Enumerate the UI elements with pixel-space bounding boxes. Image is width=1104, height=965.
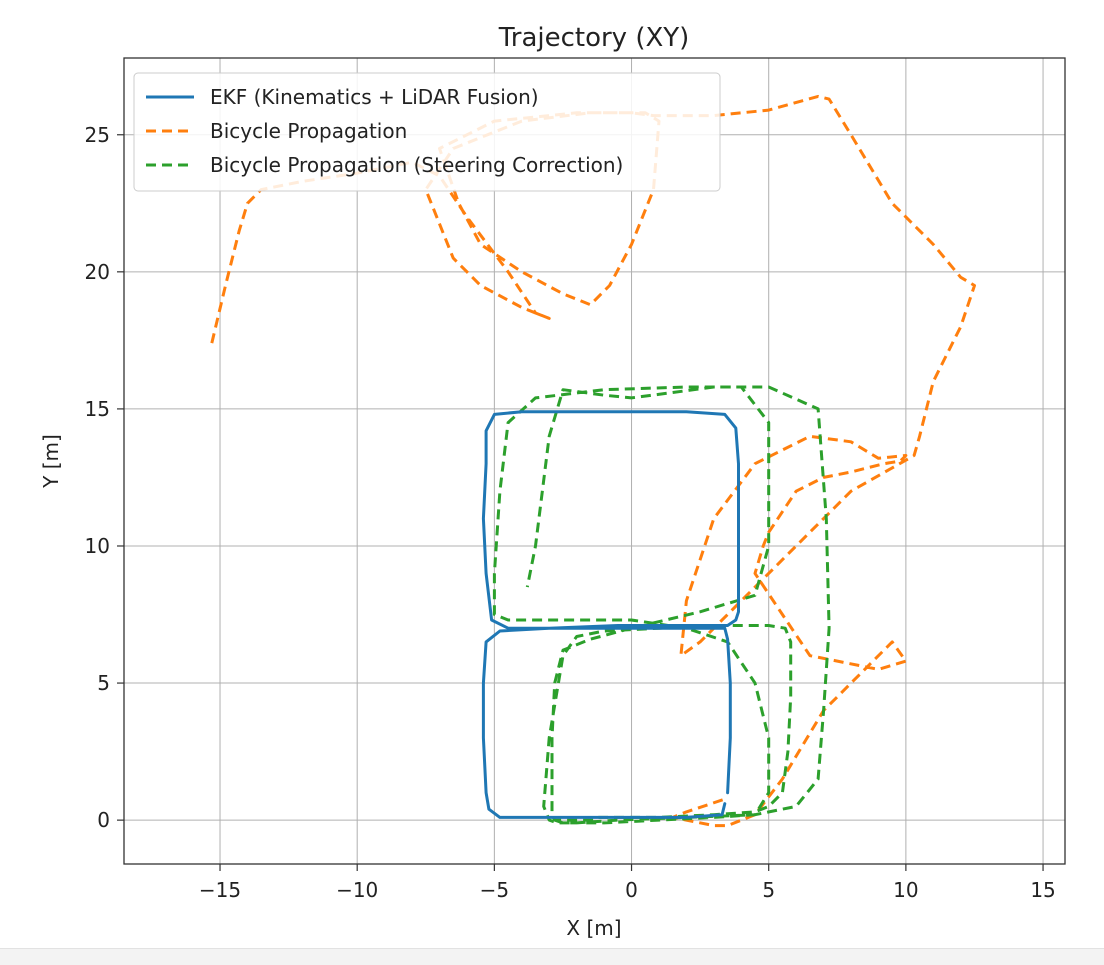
x-tick-label: −15 (199, 878, 241, 902)
axes-frame (123, 57, 1066, 865)
x-axis-label: X [m] (566, 916, 621, 940)
window-bottom-band (0, 948, 1104, 965)
x-tick-label: 5 (762, 878, 775, 902)
y-tick-label: 15 (85, 397, 110, 421)
plot-series (210, 94, 976, 828)
y-tick-label: 0 (97, 808, 110, 832)
y-tick-label: 20 (85, 260, 110, 284)
series-ekf-line (481, 410, 740, 819)
legend-label-steering: Bicycle Propagation (Steering Correction… (210, 153, 623, 177)
x-tick-label: 10 (893, 878, 918, 902)
legend-box (133, 72, 721, 192)
y-tick-label: 25 (85, 123, 110, 147)
axis-ticks: −15 −10 −5 0 5 10 15 0 5 10 15 20 25 (85, 123, 1056, 902)
x-tick-label: 15 (1030, 878, 1055, 902)
grid (124, 58, 1065, 864)
y-axis-label: Y [m] (39, 434, 63, 489)
legend-label-bicycle: Bicycle Propagation (210, 119, 407, 143)
x-tick-label: −5 (480, 878, 509, 902)
legend: EKF (Kinematics + LiDAR Fusion) Bicycle … (133, 72, 721, 192)
y-tick-label: 5 (97, 671, 110, 695)
series-steering-line (492, 385, 831, 825)
legend-label-ekf: EKF (Kinematics + LiDAR Fusion) (210, 85, 539, 109)
y-tick-label: 10 (85, 534, 110, 558)
x-tick-label: 0 (625, 878, 638, 902)
x-tick-label: −10 (336, 878, 378, 902)
chart-title: Trajectory (XY) (498, 23, 690, 53)
series-bicycle-line (210, 94, 976, 828)
